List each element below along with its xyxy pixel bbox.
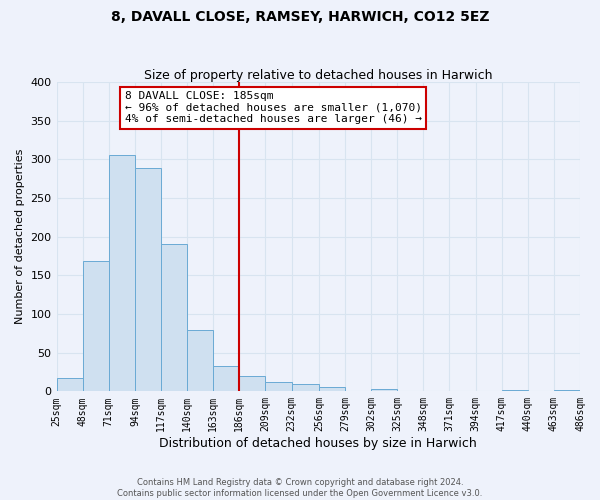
Bar — [56, 378, 83, 392]
Bar — [265, 382, 292, 392]
Bar — [319, 388, 345, 392]
Bar — [187, 330, 213, 392]
Bar — [239, 376, 265, 392]
Bar — [109, 156, 135, 392]
Bar — [83, 260, 109, 392]
X-axis label: Distribution of detached houses by size in Harwich: Distribution of detached houses by size … — [160, 437, 477, 450]
Bar — [554, 390, 580, 392]
Bar — [371, 389, 397, 392]
Bar — [292, 384, 319, 392]
Bar — [135, 168, 161, 392]
Title: Size of property relative to detached houses in Harwich: Size of property relative to detached ho… — [144, 69, 493, 82]
Text: 8 DAVALL CLOSE: 185sqm
← 96% of detached houses are smaller (1,070)
4% of semi-d: 8 DAVALL CLOSE: 185sqm ← 96% of detached… — [125, 92, 422, 124]
Y-axis label: Number of detached properties: Number of detached properties — [15, 149, 25, 324]
Bar — [213, 366, 239, 392]
Bar — [161, 244, 187, 392]
Text: 8, DAVALL CLOSE, RAMSEY, HARWICH, CO12 5EZ: 8, DAVALL CLOSE, RAMSEY, HARWICH, CO12 5… — [111, 10, 489, 24]
Text: Contains HM Land Registry data © Crown copyright and database right 2024.
Contai: Contains HM Land Registry data © Crown c… — [118, 478, 482, 498]
Bar — [502, 390, 528, 392]
